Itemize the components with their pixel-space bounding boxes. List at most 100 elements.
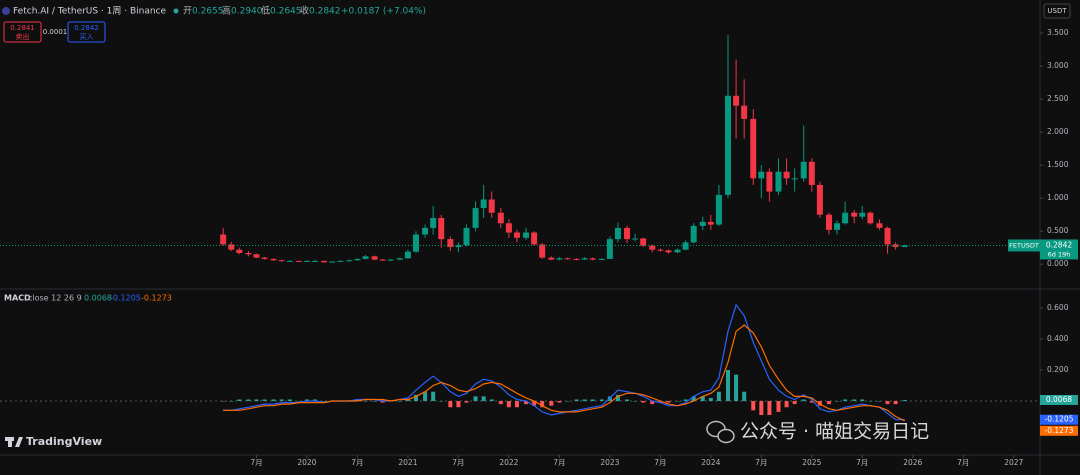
histogram-bar	[514, 401, 519, 408]
macd-line-legend: -0.1205	[110, 294, 141, 303]
histogram-bar	[893, 401, 898, 405]
histogram-bar	[363, 401, 368, 402]
histogram-bar	[751, 401, 756, 411]
candle-body	[404, 251, 411, 259]
candle-body	[548, 257, 555, 260]
candle-body	[480, 199, 487, 209]
candle-body	[816, 184, 823, 215]
candle-body	[539, 244, 546, 258]
histogram-bar	[423, 391, 428, 402]
candle-body	[329, 261, 336, 263]
histogram-bar	[843, 399, 848, 402]
buy-button[interactable]	[67, 21, 106, 43]
histogram-bar	[809, 401, 814, 403]
histogram-bar	[633, 401, 638, 402]
histogram-bar	[675, 401, 680, 402]
histogram-bar	[877, 401, 882, 402]
histogram-bar	[355, 399, 360, 402]
candle-body	[354, 258, 361, 261]
sell-button[interactable]	[3, 21, 42, 43]
histogram-bar	[296, 401, 301, 402]
histogram-bar	[464, 401, 469, 403]
last-price-label: 0.2842	[1046, 240, 1072, 249]
candle-body	[413, 234, 419, 252]
candle-body	[303, 260, 310, 262]
y-tick-label: 1.000	[1047, 193, 1069, 202]
histogram-bar	[439, 401, 444, 402]
candle-body	[447, 239, 454, 248]
histogram-bar	[405, 399, 410, 402]
histogram-bar	[262, 399, 267, 402]
x-tick-label: 2020	[297, 458, 316, 467]
candle-body	[497, 212, 504, 224]
buy-price: 0.2842	[74, 24, 99, 32]
candle-body	[867, 212, 874, 224]
candle-body	[387, 259, 394, 261]
histogram-bar	[304, 399, 309, 402]
candle-body	[488, 199, 495, 213]
candle-body	[665, 250, 672, 253]
close-label: 收	[300, 5, 309, 17]
histogram-bar	[691, 396, 696, 402]
candle-body	[581, 258, 588, 260]
macd-params: close 12 26 9	[28, 294, 82, 303]
histogram-bar	[549, 401, 554, 406]
histogram-bar	[902, 399, 907, 402]
x-tick-label: 2024	[701, 458, 720, 467]
candle-body	[472, 208, 479, 228]
candle-body	[253, 254, 260, 258]
x-tick-label: 2027	[1004, 458, 1023, 467]
candle-body	[321, 260, 328, 263]
candle-body	[766, 171, 773, 192]
y-tick-label: 0.400	[1047, 334, 1069, 343]
x-tick-label: 7月	[654, 458, 666, 467]
histogram-bar	[726, 370, 730, 402]
histogram-bar	[221, 401, 226, 402]
value-tag-label: -0.1205	[1045, 415, 1074, 424]
value-tag	[1040, 414, 1078, 425]
histogram-bar	[322, 401, 327, 402]
symbol-title[interactable]: Fetch.AI / TetherUS · 1周 · Binance	[13, 6, 167, 17]
candle-body	[758, 171, 765, 179]
histogram-bar	[565, 401, 570, 402]
logo-mark	[8, 437, 12, 447]
open-label: 开	[183, 6, 192, 17]
y-tick-label: 0.500	[1047, 226, 1069, 235]
x-tick-label: 2026	[903, 458, 922, 467]
currency-box[interactable]	[1043, 3, 1071, 19]
candle-body	[531, 232, 538, 245]
value-tag	[1040, 394, 1078, 405]
x-tick-label: 7月	[452, 458, 464, 467]
x-tick-label: 7月	[755, 458, 767, 467]
candle-body	[337, 260, 344, 262]
sell-label: 卖出	[16, 32, 30, 41]
candle-body	[808, 161, 815, 185]
y-tick-label: 0.600	[1047, 303, 1069, 312]
histogram-bar	[498, 401, 503, 405]
histogram-bar	[868, 401, 873, 402]
candle-body	[725, 95, 731, 195]
histogram-bar	[532, 401, 537, 406]
symbol-tag	[1008, 239, 1040, 252]
histogram-bar	[792, 401, 797, 405]
candle-body	[220, 234, 227, 245]
histogram-bar	[852, 399, 857, 402]
histogram-bar	[582, 399, 587, 402]
x-tick-label: 2021	[398, 458, 417, 467]
currency: USDT	[1047, 7, 1067, 15]
candle-body	[236, 249, 243, 253]
histogram-bar	[540, 401, 545, 408]
candle-body	[884, 227, 891, 245]
histogram-bar	[590, 399, 595, 402]
histogram-bar	[716, 391, 721, 402]
value-tag-label: -0.1273	[1045, 426, 1074, 435]
value-tag-label: 0.0068	[1046, 395, 1072, 404]
candle-body	[851, 212, 858, 217]
y-tick-label: 0.200	[1047, 365, 1069, 374]
candle-body	[892, 244, 899, 248]
x-tick-label: 2022	[499, 458, 518, 467]
candle-body	[741, 105, 748, 119]
candle-body	[295, 260, 302, 262]
macd-hist-legend: 0.0068	[84, 294, 112, 303]
histogram-bar	[641, 401, 646, 403]
